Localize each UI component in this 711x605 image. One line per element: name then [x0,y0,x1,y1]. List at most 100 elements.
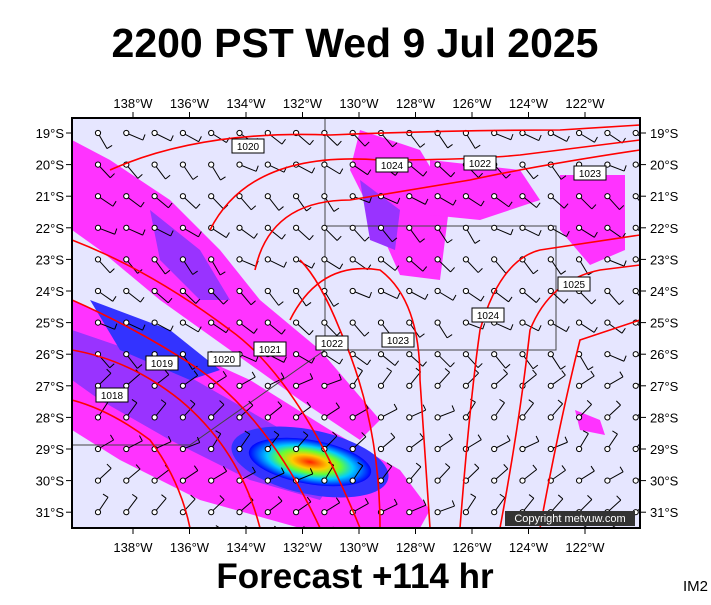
station [321,161,328,168]
barb-flag [255,355,259,362]
barb-flag [364,236,370,242]
station [321,509,328,516]
station [94,224,102,231]
station [377,319,385,326]
station [94,129,102,137]
station [576,129,583,137]
barb-staff [324,531,337,544]
station [547,445,554,453]
station [406,256,413,263]
barb-flag [396,292,401,299]
barb-flag [508,201,513,208]
station [208,256,215,263]
station [264,445,271,453]
barb-flag [339,168,344,175]
station [519,414,526,421]
barb-flag [140,201,145,208]
station [605,541,610,546]
station [349,319,356,326]
station [293,351,300,358]
barb-flag [135,464,141,470]
barb-flag [528,494,535,499]
barb-flag [332,431,338,437]
station [264,382,271,389]
station [151,287,158,295]
latitude-label: 27°S [36,379,65,394]
station [321,382,328,389]
station [547,129,554,137]
barb-flag [139,435,143,442]
longitude-label: 132°W [283,540,323,555]
barb-flag [394,360,400,366]
station [208,161,215,168]
latitude-label: 30°S [650,474,679,489]
latitude-label: 21°S [36,189,65,204]
station [492,541,497,546]
station [632,351,639,358]
latitude-label: 22°S [36,221,65,236]
latitude-label: 28°S [650,410,679,425]
barb-flag [392,142,398,148]
barb-flag [198,532,200,538]
station [462,414,469,421]
isobar-label: 1020 [213,355,236,366]
latitude-label: 28°S [36,410,65,425]
station [519,445,526,453]
latitude-label: 27°S [650,379,679,394]
station [604,477,611,484]
station [264,414,271,421]
barb-flag [369,196,372,203]
station [208,509,215,516]
barb-flag [642,526,647,530]
barb-flag [112,296,117,302]
barb-flag [582,430,589,435]
barb-flag [535,297,541,303]
station [123,129,130,137]
barb-flag [482,323,486,330]
barb-flag [311,357,315,364]
station [547,256,554,263]
station [151,509,158,516]
barb-flag [557,399,563,405]
station [123,193,130,200]
barb-staff [636,530,647,544]
latitude-label: 25°S [36,316,65,331]
barb-flag [590,465,595,472]
barb-flag [450,267,455,273]
forecast-label: Forecast +114 hr [216,557,494,596]
barb-flag [137,364,143,369]
station [94,161,102,168]
barb-flag [281,234,286,240]
barb-flag [195,298,201,304]
barb-flag [422,266,428,272]
latitude-label: 20°S [36,158,65,173]
station [179,256,186,263]
barb-flag [170,325,174,332]
barb-flag [140,531,143,536]
isobar-label: 1021 [259,345,282,356]
barb-flag [114,323,118,330]
station [293,414,300,421]
station [151,224,158,231]
station [179,161,186,168]
station [209,541,214,546]
station [293,445,300,453]
station [208,319,215,326]
station [406,445,413,453]
station [462,287,469,295]
station [236,414,243,421]
barb-flag [308,330,314,336]
longitude-label: 124°W [509,96,549,111]
barb-flag [563,203,569,209]
station [179,509,186,516]
barb-flag [503,369,508,375]
station [491,509,498,516]
station [179,319,186,326]
barb-flag [424,293,429,300]
station [547,414,554,421]
barb-flag [283,356,287,363]
latitude-label: 19°S [36,126,65,141]
station [264,161,271,168]
barb-flag [215,430,221,435]
station [264,477,271,484]
